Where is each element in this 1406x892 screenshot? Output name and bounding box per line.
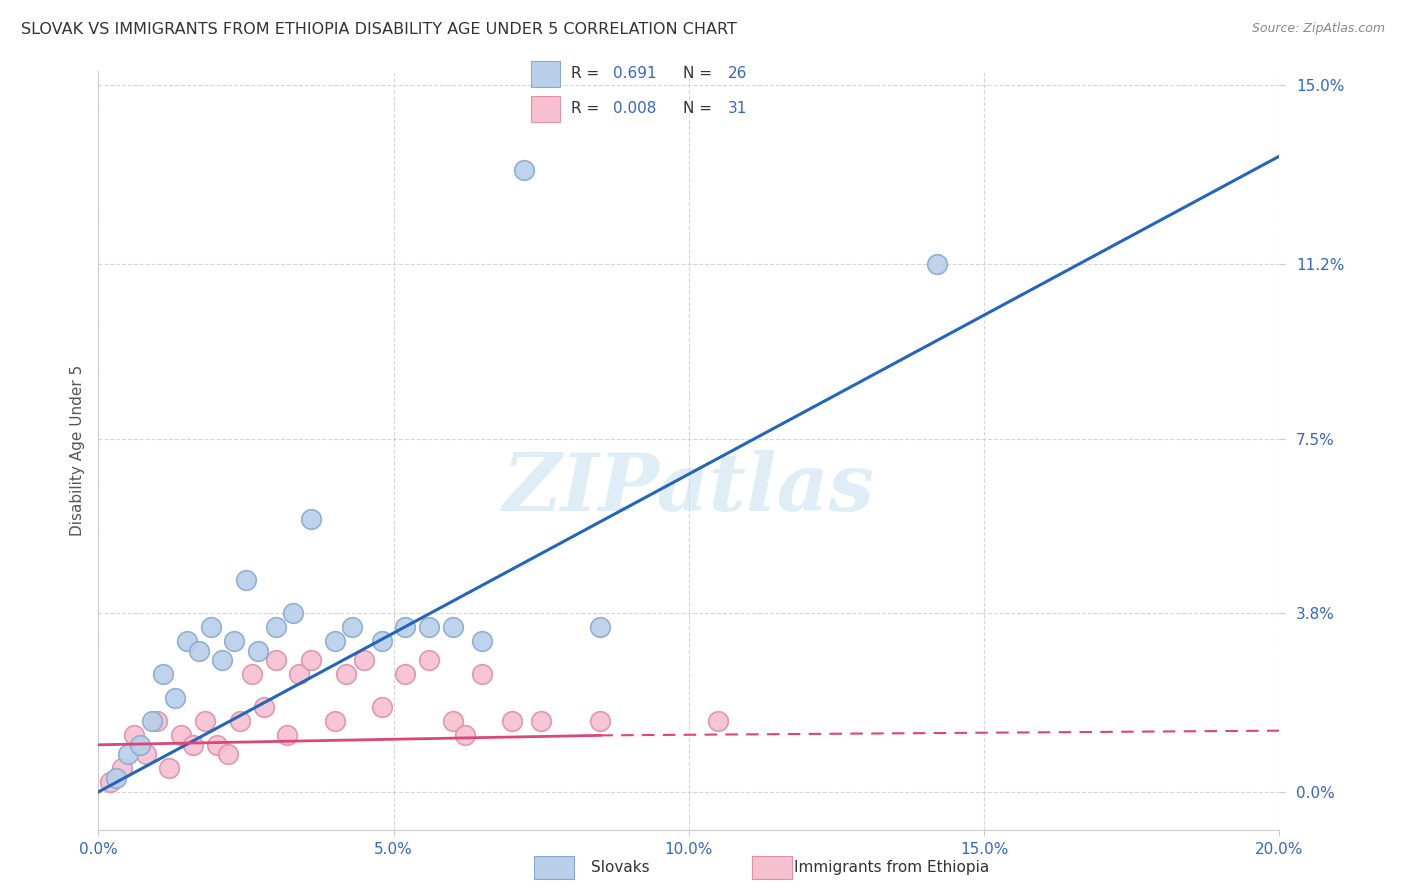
Point [111,761,134,775]
Point [200,620,222,634]
Point [342,620,364,634]
Point [288,667,311,681]
Point [530,714,553,729]
Point [371,700,394,714]
Point [229,714,252,729]
Point [264,653,287,667]
Point [224,634,246,648]
Text: R =: R = [571,102,599,116]
Point [122,728,145,742]
Bar [531,96,560,122]
Point [235,573,257,587]
Point [98,775,121,789]
Point [240,667,263,681]
Point [925,257,948,271]
Text: N =: N = [683,67,713,81]
Point [253,700,276,714]
Y-axis label: Disability Age Under 5: Disability Age Under 5 [69,365,84,536]
Point [146,714,169,729]
Point [157,761,180,775]
Point [335,667,357,681]
Point [217,747,239,762]
Point [707,714,730,729]
Point [589,714,612,729]
Bar [531,62,560,87]
Point [211,653,233,667]
Text: Immigrants from Ethiopia: Immigrants from Ethiopia [794,860,990,874]
Point [117,747,139,762]
Point [135,747,157,762]
Point [170,728,193,742]
Text: R =: R = [571,67,599,81]
Point [453,728,475,742]
Point [512,163,534,178]
Point [299,653,322,667]
Point [441,714,464,729]
Point [394,667,416,681]
Point [105,771,128,785]
Point [299,512,322,526]
Point [501,714,523,729]
Point [418,620,440,634]
Point [205,738,228,752]
Text: SLOVAK VS IMMIGRANTS FROM ETHIOPIA DISABILITY AGE UNDER 5 CORRELATION CHART: SLOVAK VS IMMIGRANTS FROM ETHIOPIA DISAB… [21,22,737,37]
Point [394,620,416,634]
Point [264,620,287,634]
Point [323,634,346,648]
Point [418,653,440,667]
Point [371,634,394,648]
Point [128,738,150,752]
Point [471,634,494,648]
Text: Slovaks: Slovaks [591,860,650,874]
Point [194,714,217,729]
Text: Source: ZipAtlas.com: Source: ZipAtlas.com [1251,22,1385,36]
Text: ZIPatlas: ZIPatlas [503,450,875,527]
Text: 0.008: 0.008 [613,102,657,116]
Point [589,620,612,634]
Point [152,667,174,681]
Point [141,714,163,729]
Point [283,606,305,620]
Point [353,653,375,667]
Point [471,667,494,681]
Point [181,738,204,752]
Point [246,643,269,657]
Text: 26: 26 [728,67,748,81]
Text: N =: N = [683,102,713,116]
Point [441,620,464,634]
Point [187,643,209,657]
Point [165,690,187,705]
Point [323,714,346,729]
Point [276,728,298,742]
Text: 0.691: 0.691 [613,67,657,81]
Point [176,634,198,648]
Text: 31: 31 [728,102,748,116]
